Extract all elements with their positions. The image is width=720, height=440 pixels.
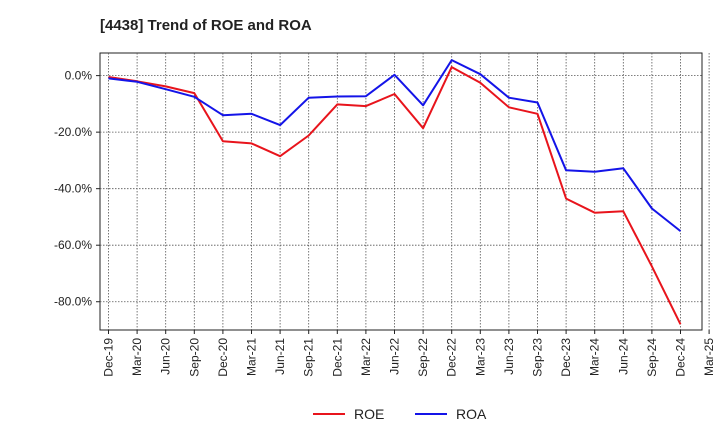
chart-title: [4438] Trend of ROE and ROA — [100, 17, 312, 34]
grid-lines — [100, 53, 710, 330]
x-tick-label: Sep-22 — [416, 338, 430, 377]
series-line-roa — [108, 59, 682, 232]
x-tick-label: Dec-20 — [216, 338, 230, 377]
plot-area — [99, 52, 703, 331]
y-tick-label: -80.0% — [54, 295, 92, 309]
x-tick-label: Dec-19 — [102, 338, 116, 377]
x-tick-label: Jun-23 — [502, 338, 516, 375]
x-tick-label: Sep-20 — [187, 338, 201, 377]
y-axis-ticks: 0.0% -20.0% -40.0% -60.0% -80.0% — [54, 69, 100, 309]
x-tick-label: Jun-24 — [616, 338, 630, 375]
series-lines — [108, 59, 682, 325]
x-tick-label: Mar-20 — [130, 338, 144, 376]
y-tick-label: -60.0% — [54, 238, 92, 252]
y-tick-label: -40.0% — [54, 182, 92, 196]
legend-label-roa: ROA — [456, 406, 487, 422]
x-tick-label: Mar-21 — [245, 338, 259, 376]
x-tick-label: Sep-21 — [302, 338, 316, 377]
x-tick-label: Mar-22 — [359, 338, 373, 376]
x-tick-label: Mar-25 — [702, 338, 716, 376]
x-axis-ticks: Dec-19 Mar-20 Jun-20 Sep-20 Dec-20 Mar-21 Jun-… — [102, 330, 716, 377]
x-tick-label: Dec-22 — [445, 338, 459, 377]
y-tick-label: -20.0% — [54, 125, 92, 139]
x-tick-label: Dec-21 — [330, 338, 344, 377]
x-tick-label: Dec-23 — [559, 338, 573, 377]
x-tick-label: Jun-22 — [388, 338, 402, 375]
legend-label-roe: ROE — [354, 406, 384, 422]
x-tick-label: Sep-24 — [645, 338, 659, 377]
x-tick-label: Mar-23 — [473, 338, 487, 376]
y-tick-label: 0.0% — [65, 69, 93, 83]
series-line-roe — [108, 66, 682, 325]
legend: ROE ROA — [313, 406, 487, 422]
x-tick-label: Dec-24 — [674, 338, 688, 377]
x-tick-label: Jun-20 — [159, 338, 173, 375]
x-tick-label: Sep-23 — [531, 338, 545, 377]
x-tick-label: Jun-21 — [273, 338, 287, 375]
x-tick-label: Mar-24 — [588, 338, 602, 376]
